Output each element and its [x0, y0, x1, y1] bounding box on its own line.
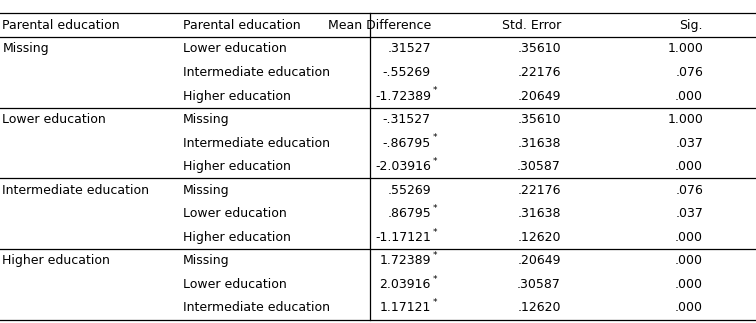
Text: .20649: .20649 — [517, 89, 561, 102]
Text: *: * — [433, 275, 438, 284]
Text: -.86795: -.86795 — [383, 137, 431, 150]
Text: *: * — [433, 204, 438, 213]
Text: *: * — [433, 86, 438, 95]
Text: 2.03916: 2.03916 — [380, 278, 431, 291]
Text: .12620: .12620 — [517, 301, 561, 315]
Text: Higher education: Higher education — [183, 231, 291, 244]
Text: .000: .000 — [675, 89, 703, 102]
Text: Missing: Missing — [183, 255, 230, 267]
Text: Parental education: Parental education — [183, 18, 301, 32]
Text: -1.17121: -1.17121 — [375, 231, 431, 244]
Text: .31638: .31638 — [517, 137, 561, 150]
Text: 1.72389: 1.72389 — [380, 255, 431, 267]
Text: 1.000: 1.000 — [668, 42, 703, 56]
Text: .20649: .20649 — [517, 255, 561, 267]
Text: Intermediate education: Intermediate education — [183, 66, 330, 79]
Text: Sig.: Sig. — [680, 18, 703, 32]
Text: .000: .000 — [675, 301, 703, 315]
Text: .55269: .55269 — [387, 184, 431, 197]
Text: Missing: Missing — [183, 184, 230, 197]
Text: Intermediate education: Intermediate education — [183, 301, 330, 315]
Text: .35610: .35610 — [517, 113, 561, 126]
Text: Higher education: Higher education — [183, 160, 291, 173]
Text: .30587: .30587 — [517, 160, 561, 173]
Text: Higher education: Higher education — [2, 255, 110, 267]
Text: Std. Error: Std. Error — [502, 18, 561, 32]
Text: .22176: .22176 — [517, 66, 561, 79]
Text: Missing: Missing — [183, 113, 230, 126]
Text: Parental education: Parental education — [2, 18, 120, 32]
Text: 1.000: 1.000 — [668, 113, 703, 126]
Text: *: * — [433, 133, 438, 142]
Text: *: * — [433, 157, 438, 166]
Text: .31638: .31638 — [517, 207, 561, 220]
Text: 1.17121: 1.17121 — [380, 301, 431, 315]
Text: .86795: .86795 — [387, 207, 431, 220]
Text: Lower education: Lower education — [2, 113, 106, 126]
Text: .22176: .22176 — [517, 184, 561, 197]
Text: .30587: .30587 — [517, 278, 561, 291]
Text: *: * — [433, 298, 438, 307]
Text: Lower education: Lower education — [183, 278, 287, 291]
Text: .000: .000 — [675, 255, 703, 267]
Text: -.31527: -.31527 — [383, 113, 431, 126]
Text: Missing: Missing — [2, 42, 49, 56]
Text: .037: .037 — [675, 207, 703, 220]
Text: -.55269: -.55269 — [383, 66, 431, 79]
Text: .000: .000 — [675, 231, 703, 244]
Text: -1.72389: -1.72389 — [375, 89, 431, 102]
Text: .31527: .31527 — [387, 42, 431, 56]
Text: .037: .037 — [675, 137, 703, 150]
Text: Lower education: Lower education — [183, 207, 287, 220]
Text: Intermediate education: Intermediate education — [183, 137, 330, 150]
Text: *: * — [433, 251, 438, 260]
Text: -2.03916: -2.03916 — [375, 160, 431, 173]
Text: .000: .000 — [675, 160, 703, 173]
Text: Lower education: Lower education — [183, 42, 287, 56]
Text: Intermediate education: Intermediate education — [2, 184, 149, 197]
Text: .12620: .12620 — [517, 231, 561, 244]
Text: *: * — [433, 228, 438, 237]
Text: .076: .076 — [675, 184, 703, 197]
Text: .000: .000 — [675, 278, 703, 291]
Text: .076: .076 — [675, 66, 703, 79]
Text: .35610: .35610 — [517, 42, 561, 56]
Text: Mean Difference: Mean Difference — [327, 18, 431, 32]
Text: Higher education: Higher education — [183, 89, 291, 102]
